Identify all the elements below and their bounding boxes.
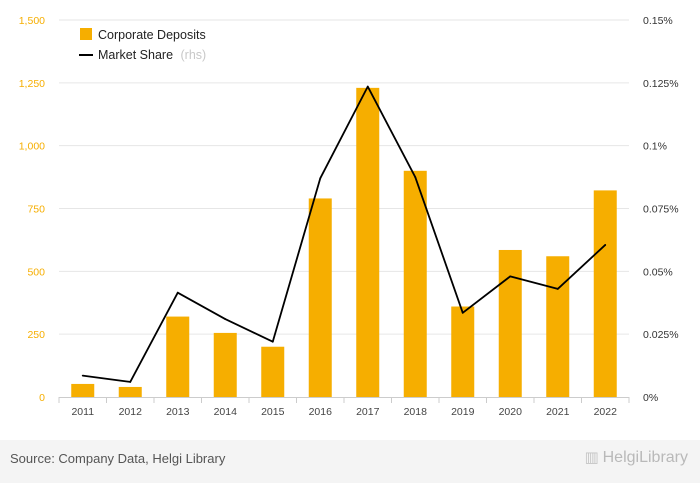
- x-tick-label: 2015: [261, 406, 285, 418]
- market-share-point: [81, 374, 84, 377]
- bar: [593, 190, 617, 397]
- bar: [451, 306, 475, 397]
- bar: [166, 316, 190, 397]
- x-tick-label: 2016: [309, 406, 333, 418]
- legend-swatch-corporate-deposits: [80, 28, 92, 40]
- x-tick-label: 2011: [71, 406, 94, 418]
- x-tick-label: 2020: [499, 406, 523, 418]
- library-building-icon: ▥: [584, 449, 599, 466]
- bar: [403, 170, 427, 397]
- market-share-point: [224, 318, 227, 320]
- market-share-point: [414, 176, 417, 178]
- left-tick-label: 1,000: [19, 141, 45, 153]
- right-tick-label: 0.075%: [643, 204, 679, 216]
- x-tick-label: 2019: [451, 406, 475, 418]
- line-group: [81, 85, 607, 383]
- legend-label-market-share-text: Market Share: [98, 48, 173, 62]
- bar: [546, 256, 570, 397]
- x-tick-label: 2018: [404, 406, 428, 418]
- bar: [71, 383, 95, 397]
- right-tick-label: 0.05%: [643, 266, 673, 278]
- market-share-point: [556, 288, 559, 290]
- left-tick-label: 1,250: [19, 78, 45, 90]
- left-tick-label: 250: [27, 329, 45, 341]
- footer: Source: Company Data, Helgi Library ▥ Hel…: [0, 440, 700, 483]
- x-tick-label: 2012: [119, 406, 143, 418]
- x-axis: 2011 2012 2013 2014 2015 2016 2017 2018 2019 2020…: [58, 397, 630, 418]
- right-axis: 0% 0.025% 0.05% 0.075% 0.1% 0.125% 0.15%: [643, 15, 679, 404]
- bar: [308, 198, 332, 397]
- helgi-library-logo: ▥ HelgiLibrary: [584, 448, 688, 467]
- market-share-point: [461, 311, 464, 314]
- right-tick-label: 0%: [643, 392, 658, 404]
- market-share-line: [82, 85, 606, 383]
- x-tick-label: 2017: [356, 406, 380, 418]
- market-share-point: [176, 291, 179, 294]
- bar: [118, 386, 142, 397]
- market-share-point: [604, 244, 607, 246]
- right-tick-label: 0.125%: [643, 78, 679, 90]
- legend-label-market-share-suffix: (rhs): [181, 48, 207, 62]
- legend-label-corporate-deposits: Corporate Deposits: [98, 28, 206, 42]
- left-tick-label: 750: [27, 204, 45, 216]
- market-share-point: [271, 340, 274, 343]
- right-tick-label: 0.1%: [643, 141, 667, 153]
- bar: [498, 249, 522, 397]
- left-axis: 0 250 500 750 1,000 1,250 1,500: [19, 15, 45, 404]
- x-tick-label: 2014: [214, 406, 238, 418]
- source-text: Source: Company Data, Helgi Library: [10, 451, 226, 466]
- right-tick-label: 0.15%: [643, 15, 673, 27]
- left-tick-label: 1,500: [19, 15, 45, 27]
- market-share-point: [129, 381, 132, 383]
- right-tick-label: 0.025%: [643, 329, 679, 341]
- market-share-point: [319, 177, 322, 180]
- x-tick-label: 2021: [546, 406, 570, 418]
- gridlines: [59, 19, 629, 335]
- bar: [356, 87, 380, 398]
- left-tick-label: 0: [39, 392, 45, 404]
- bars-group: [71, 87, 617, 398]
- market-share-point: [366, 85, 369, 88]
- legend: Corporate Deposits Market Share (rhs): [79, 28, 206, 62]
- logo-text: HelgiLibrary: [602, 449, 688, 466]
- legend-label-market-share: Market Share (rhs): [98, 48, 206, 62]
- bar: [261, 346, 285, 397]
- left-tick-label: 500: [27, 266, 45, 278]
- x-tick-label: 2022: [594, 406, 618, 418]
- x-tick-label: 2013: [166, 406, 190, 418]
- bar: [213, 332, 237, 397]
- market-share-point: [509, 275, 512, 278]
